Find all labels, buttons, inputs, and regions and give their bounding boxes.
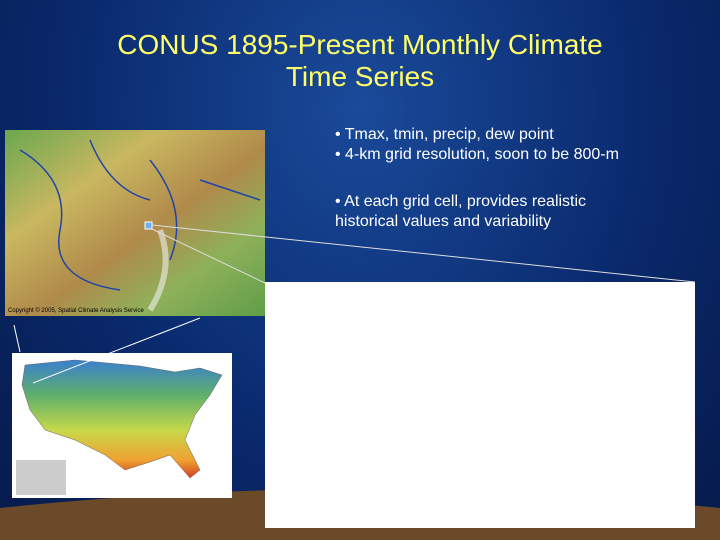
connector: [151, 228, 266, 284]
blank-panel: [265, 282, 695, 528]
map-credit: Copyright © 2005, Spatial Climate Analys…: [8, 307, 144, 314]
us-map: [21, 359, 223, 479]
us-map-legend: [16, 460, 66, 495]
bullet: • 4-km grid resolution, soon to be 800-m: [335, 146, 619, 163]
rivers: [19, 139, 261, 291]
bullet: • Tmax, tmin, precip, dew point: [335, 126, 554, 143]
title: CONUS 1895-Present Monthly Climate: [117, 29, 603, 60]
title: Time Series: [285, 61, 435, 92]
connector: [151, 224, 696, 283]
topo-map: [5, 130, 265, 316]
grid-cell: [144, 221, 153, 230]
mountains: [147, 228, 169, 312]
connector: [13, 324, 21, 353]
bullet: • At each grid cell, provides realistic …: [335, 193, 587, 230]
connector: [32, 317, 201, 384]
